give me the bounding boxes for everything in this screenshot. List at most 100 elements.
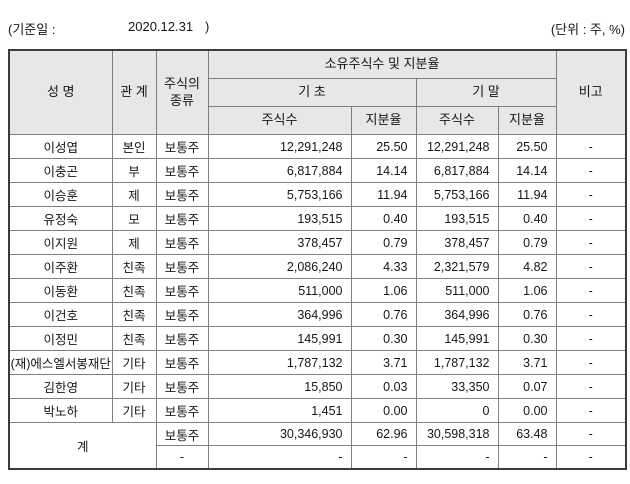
name-cell: 김한영: [8, 374, 113, 399]
note-cell: -: [555, 398, 627, 423]
end-ratio-cell: 1.06: [497, 278, 557, 303]
table-row: 박노하 기타 보통주 1,451 0.00 0 0.00 -: [8, 398, 627, 423]
col-header-ending: 기 말: [415, 78, 557, 107]
col-header-relation: 관 계: [111, 49, 157, 135]
end-ratio-cell: 0.07: [497, 374, 557, 399]
end-shares-cell: 0: [415, 398, 499, 423]
end-ratio-cell: 0.76: [497, 302, 557, 327]
col-header-shares-end: 주식수: [415, 106, 499, 135]
relation-cell: 기타: [111, 374, 157, 399]
total-note-cell: -: [555, 422, 627, 446]
total-begin-shares-cell: 30,346,930: [207, 422, 352, 446]
begin-ratio-cell: 0.76: [350, 302, 417, 327]
end-shares-cell: 33,350: [415, 374, 499, 399]
end-ratio-cell: 0.40: [497, 206, 557, 231]
table-row: (재)에스엘서봉재단 기타 보통주 1,787,132 3.71 1,787,1…: [8, 350, 627, 375]
name-cell: 이동환: [8, 278, 113, 303]
begin-shares-cell: 1,451: [207, 398, 352, 423]
begin-shares-cell: 2,086,240: [207, 254, 352, 279]
table-row: 이건호 친족 보통주 364,996 0.76 364,996 0.76 -: [8, 302, 627, 327]
begin-shares-cell: 193,515: [207, 206, 352, 231]
table-row: 유정숙 모 보통주 193,515 0.40 193,515 0.40 -: [8, 206, 627, 231]
begin-ratio-cell: 0.40: [350, 206, 417, 231]
begin-ratio-cell: 4.33: [350, 254, 417, 279]
relation-cell: 친족: [111, 254, 157, 279]
relation-cell: 기타: [111, 350, 157, 375]
note-cell: -: [555, 230, 627, 255]
end-shares-cell: 378,457: [415, 230, 499, 255]
base-date-value: 2020.12.31: [128, 19, 194, 34]
table-row: 이주환 친족 보통주 2,086,240 4.33 2,321,579 4.82…: [8, 254, 627, 279]
begin-ratio-cell: 1.06: [350, 278, 417, 303]
table-row: 이정민 친족 보통주 145,991 0.30 145,991 0.30 -: [8, 326, 627, 351]
end-ratio-cell: 0.30: [497, 326, 557, 351]
stock-type-cell: 보통주: [155, 230, 209, 255]
note-cell: -: [555, 182, 627, 207]
table-row: 김한영 기타 보통주 15,850 0.03 33,350 0.07 -: [8, 374, 627, 399]
col-header-beginning: 기 초: [207, 78, 417, 107]
total-begin-ratio-cell: -: [350, 445, 417, 470]
name-cell: 이정민: [8, 326, 113, 351]
relation-cell: 본인: [111, 134, 157, 159]
col-header-ownership: 소유주식수 및 지분율: [207, 49, 557, 79]
name-cell: 박노하: [8, 398, 113, 423]
stock-type-cell: 보통주: [155, 134, 209, 159]
end-shares-cell: 364,996: [415, 302, 499, 327]
col-header-name: 성 명: [8, 49, 113, 135]
begin-shares-cell: 364,996: [207, 302, 352, 327]
note-cell: -: [555, 350, 627, 375]
end-shares-cell: 145,991: [415, 326, 499, 351]
relation-cell: 제: [111, 230, 157, 255]
stock-type-cell: 보통주: [155, 302, 209, 327]
end-ratio-cell: 3.71: [497, 350, 557, 375]
begin-ratio-cell: 14.14: [350, 158, 417, 183]
col-header-stock-type: 주식의 종류: [155, 49, 209, 135]
table-row: 이동환 친족 보통주 511,000 1.06 511,000 1.06 -: [8, 278, 627, 303]
base-date-label: (기준일 :: [8, 22, 56, 37]
end-shares-cell: 2,321,579: [415, 254, 499, 279]
begin-ratio-cell: 25.50: [350, 134, 417, 159]
total-stock-type-cell: -: [155, 445, 209, 470]
col-header-stock-type-line1: 주식의: [164, 76, 200, 92]
begin-ratio-cell: 3.71: [350, 350, 417, 375]
begin-shares-cell: 145,991: [207, 326, 352, 351]
total-end-shares-cell: 30,598,318: [415, 422, 499, 446]
end-ratio-cell: 25.50: [497, 134, 557, 159]
begin-ratio-cell: 0.30: [350, 326, 417, 351]
stock-type-cell: 보통주: [155, 254, 209, 279]
name-cell: 유정숙: [8, 206, 113, 231]
total-end-ratio-cell: -: [497, 445, 557, 470]
note-cell: -: [555, 326, 627, 351]
name-cell: 이주환: [8, 254, 113, 279]
end-ratio-cell: 14.14: [497, 158, 557, 183]
base-date-close-paren: ): [205, 19, 210, 34]
table-row: 이충곤 부 보통주 6,817,884 14.14 6,817,884 14.1…: [8, 158, 627, 183]
relation-cell: 부: [111, 158, 157, 183]
total-row-other: - - - - - -: [9, 445, 627, 470]
end-shares-cell: 12,291,248: [415, 134, 499, 159]
name-cell: 이충곤: [8, 158, 113, 183]
begin-ratio-cell: 0.03: [350, 374, 417, 399]
stock-type-cell: 보통주: [155, 182, 209, 207]
unit-label: (단위 : 주, %): [550, 22, 625, 37]
table-caption-bar: (기준일 : 2020.12.31 ) (단위 : 주, %): [0, 0, 630, 49]
end-shares-cell: 193,515: [415, 206, 499, 231]
begin-shares-cell: 6,817,884: [207, 158, 352, 183]
begin-ratio-cell: 0.00: [350, 398, 417, 423]
stock-type-cell: 보통주: [155, 326, 209, 351]
end-ratio-cell: 11.94: [497, 182, 557, 207]
relation-cell: 친족: [111, 302, 157, 327]
note-cell: -: [555, 302, 627, 327]
note-cell: -: [555, 206, 627, 231]
stock-type-cell: 보통주: [155, 278, 209, 303]
end-shares-cell: 511,000: [415, 278, 499, 303]
table-row: 이지원 제 보통주 378,457 0.79 378,457 0.79 -: [8, 230, 627, 255]
total-note-cell: -: [555, 445, 627, 470]
note-cell: -: [555, 158, 627, 183]
col-header-shares-begin: 주식수: [207, 106, 352, 135]
total-end-ratio-cell: 63.48: [497, 422, 557, 446]
stock-type-cell: 보통주: [155, 350, 209, 375]
end-ratio-cell: 4.82: [497, 254, 557, 279]
col-header-note: 비고: [555, 49, 627, 135]
total-begin-shares-cell: -: [207, 445, 352, 470]
